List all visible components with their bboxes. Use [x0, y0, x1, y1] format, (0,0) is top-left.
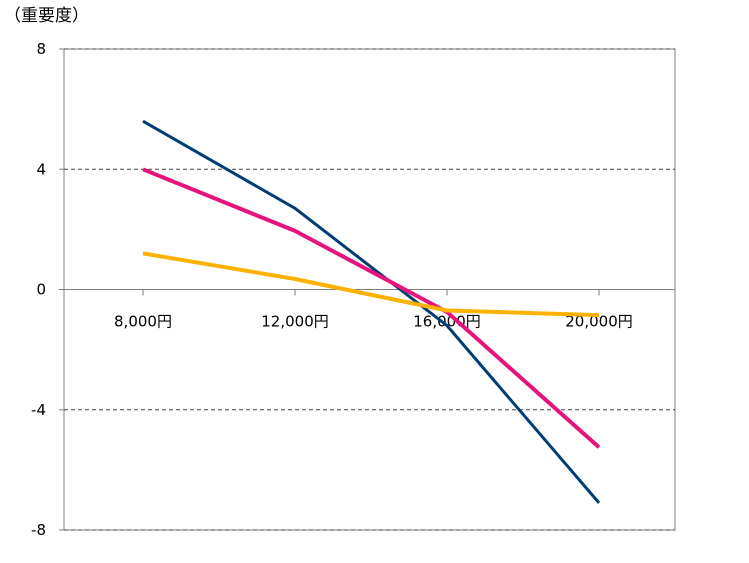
x-axis-ticks: 8,000円 12,000円 16,000円 20,000円: [114, 289, 633, 331]
series-line-2: [142, 167, 601, 449]
y-axis-title: （重要度）: [4, 6, 89, 26]
y-tick-label: 4: [36, 160, 46, 178]
x-tick-label: 8,000円: [114, 313, 172, 331]
y-axis-ticks: 8 4 0 -4 -8: [31, 40, 64, 539]
y-tick-label: -4: [31, 401, 46, 419]
x-tick-label: 20,000円: [565, 313, 633, 331]
series-line-1: [142, 119, 601, 504]
y-tick-label: -8: [31, 521, 46, 539]
x-tick-label: 12,000円: [261, 313, 329, 331]
y-tick-label: 0: [36, 281, 46, 299]
y-tick-label: 8: [36, 40, 46, 58]
gridlines: [64, 48, 675, 531]
series-lines: [142, 119, 601, 504]
series-line-3: [142, 251, 600, 318]
